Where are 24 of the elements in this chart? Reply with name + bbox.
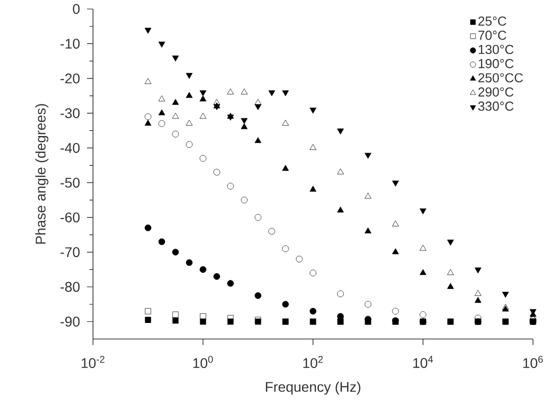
- y-tick-label: -10: [60, 38, 80, 49]
- x-tick-label: 10$^{6}$: [523, 356, 543, 368]
- y-tick-label: -40: [60, 142, 80, 153]
- y-axis-title: Phase angle (degrees): [35, 104, 48, 244]
- y-tick-label: -60: [60, 212, 80, 222]
- y-tick-label: -70: [60, 247, 80, 258]
- y-tick-label: 0: [72, 4, 80, 14]
- x-tick-label: 10$^{0}$: [193, 356, 213, 368]
- y-tick-label: -50: [60, 178, 80, 188]
- x-tick-label: 10$^{4}$: [413, 356, 433, 368]
- legend-label: 70°C: [478, 30, 506, 40]
- legend-label: 25°C: [478, 16, 506, 26]
- legend-label: 330°C: [478, 102, 514, 111]
- y-tick-label: -80: [60, 282, 80, 292]
- x-axis-title: Frequency (Hz): [266, 382, 360, 395]
- legend-label: 250°CC: [478, 73, 523, 82]
- legend-label: 130°C: [478, 44, 514, 54]
- y-tick-label: -90: [60, 316, 80, 327]
- legend-label: 290°C: [478, 87, 514, 97]
- y-tick-label: -30: [60, 108, 80, 118]
- legend-label: 190°C: [478, 59, 514, 68]
- x-tick-label: 10$^{2}$: [303, 356, 323, 368]
- x-tick-label: 10$^{-2}$: [82, 356, 104, 368]
- y-tick-label: -20: [60, 74, 80, 84]
